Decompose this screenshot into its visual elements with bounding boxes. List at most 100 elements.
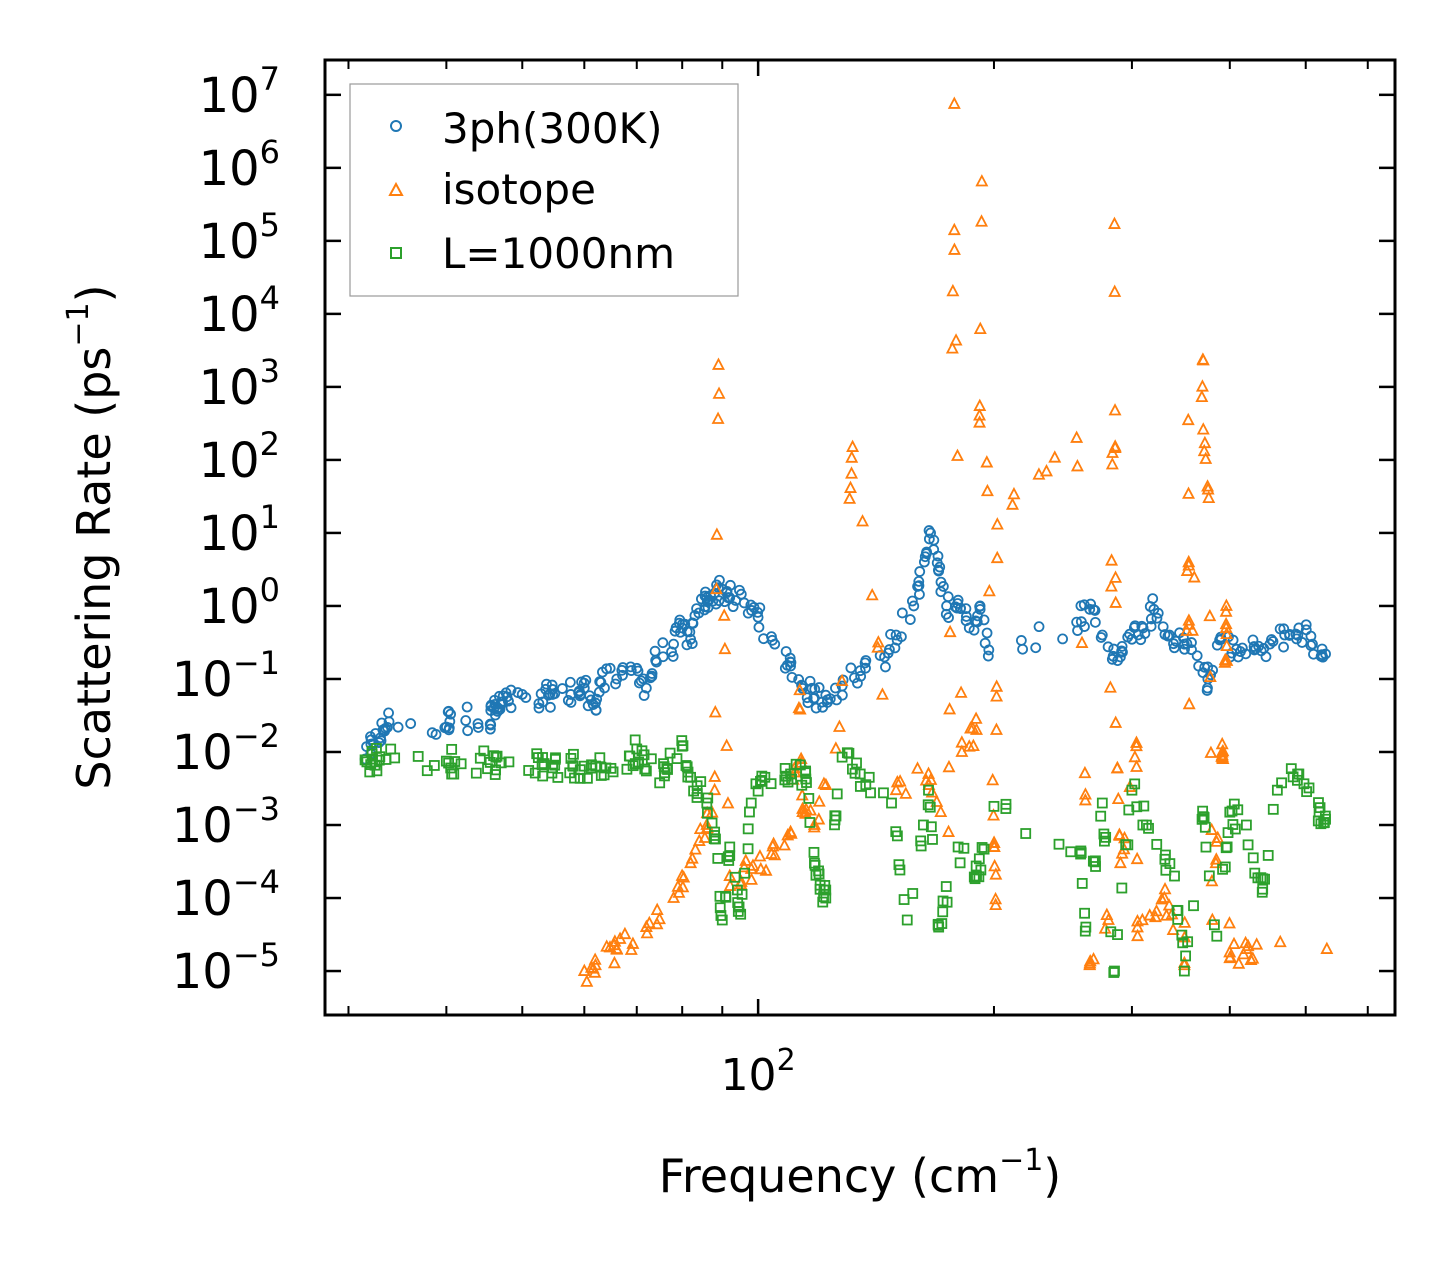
point-isotope bbox=[1210, 834, 1224, 847]
point-boundary bbox=[1087, 855, 1099, 867]
y-tick-label-base: 10 bbox=[199, 360, 260, 416]
y-tick-label: 103 bbox=[199, 352, 280, 416]
point-boundary bbox=[1169, 870, 1180, 882]
point-boundary bbox=[1129, 778, 1141, 790]
point-boundary bbox=[829, 810, 841, 822]
point-3ph bbox=[1255, 645, 1267, 657]
point-isotope bbox=[845, 450, 859, 463]
point-3ph bbox=[935, 586, 947, 598]
y-tick-label-exp: 1 bbox=[260, 498, 280, 536]
point-isotope bbox=[924, 772, 938, 785]
point-isotope bbox=[990, 679, 1004, 692]
point-isotope bbox=[1199, 451, 1213, 464]
point-isotope bbox=[1219, 604, 1233, 617]
point-isotope bbox=[1182, 617, 1196, 630]
point-isotope bbox=[1131, 928, 1145, 942]
point-isotope bbox=[893, 774, 907, 787]
point-isotope bbox=[943, 701, 957, 715]
point-boundary bbox=[1079, 907, 1090, 919]
point-isotope bbox=[1083, 955, 1097, 969]
point-3ph bbox=[1274, 623, 1286, 635]
point-isotope bbox=[720, 738, 734, 751]
point-3ph bbox=[564, 676, 576, 688]
point-3ph bbox=[512, 687, 524, 698]
point-isotope bbox=[1273, 934, 1287, 948]
point-3ph bbox=[677, 618, 688, 630]
point-3ph bbox=[1191, 650, 1203, 662]
point-3ph bbox=[801, 692, 813, 704]
point-isotope bbox=[973, 408, 987, 421]
point-boundary bbox=[636, 745, 648, 757]
point-boundary bbox=[750, 778, 762, 790]
point-boundary bbox=[688, 785, 700, 797]
point-3ph bbox=[1152, 607, 1164, 619]
y-tick-label: 107 bbox=[199, 60, 280, 124]
point-3ph bbox=[981, 627, 993, 639]
point-boundary bbox=[1096, 797, 1108, 809]
point-boundary bbox=[640, 765, 652, 777]
point-boundary bbox=[681, 761, 693, 773]
point-isotope bbox=[1130, 920, 1144, 933]
point-boundary bbox=[385, 743, 397, 755]
y-tick-label-exp: −2 bbox=[233, 717, 280, 755]
point-3ph bbox=[705, 590, 716, 602]
point-boundary bbox=[569, 772, 580, 784]
point-3ph bbox=[649, 645, 661, 657]
point-3ph bbox=[890, 629, 902, 641]
point-boundary bbox=[552, 772, 564, 783]
point-isotope bbox=[1075, 635, 1089, 648]
point-boundary bbox=[786, 773, 797, 785]
point-boundary bbox=[878, 787, 889, 799]
point-isotope bbox=[1250, 937, 1264, 950]
point-3ph bbox=[460, 715, 472, 726]
point-isotope bbox=[1219, 598, 1233, 611]
point-boundary bbox=[633, 756, 645, 768]
point-3ph bbox=[1267, 636, 1279, 647]
point-3ph bbox=[1030, 642, 1042, 654]
point-3ph bbox=[383, 707, 394, 719]
point-3ph bbox=[1168, 638, 1179, 650]
point-isotope bbox=[989, 891, 1003, 905]
point-3ph bbox=[906, 595, 918, 607]
point-3ph bbox=[505, 684, 517, 696]
point-boundary bbox=[1228, 798, 1240, 810]
y-tick-label: 101 bbox=[199, 498, 280, 562]
point-isotope bbox=[1107, 216, 1121, 229]
y-tick-label: 10−5 bbox=[172, 936, 280, 1000]
point-boundary bbox=[765, 778, 777, 790]
plot-frame bbox=[323, 58, 1397, 1017]
point-3ph bbox=[1112, 655, 1124, 666]
point-boundary bbox=[1065, 846, 1077, 858]
point-isotope bbox=[1203, 669, 1217, 683]
point-3ph bbox=[1015, 635, 1027, 646]
point-isotope bbox=[709, 581, 723, 595]
point-boundary bbox=[937, 906, 949, 918]
point-3ph bbox=[968, 624, 980, 636]
point-isotope bbox=[746, 858, 760, 871]
point-isotope bbox=[708, 782, 722, 796]
point-isotope bbox=[943, 624, 957, 638]
point-isotope bbox=[1209, 855, 1223, 869]
point-isotope bbox=[1246, 951, 1260, 964]
point-3ph bbox=[497, 696, 508, 708]
point-3ph bbox=[565, 696, 577, 708]
point-isotope bbox=[745, 872, 758, 885]
point-3ph bbox=[380, 722, 391, 734]
point-isotope bbox=[793, 702, 807, 715]
point-boundary bbox=[1100, 831, 1112, 843]
point-3ph bbox=[689, 610, 701, 621]
point-3ph bbox=[640, 682, 652, 694]
x-axis-ticks: 102 bbox=[347, 60, 1369, 1101]
point-isotope bbox=[947, 96, 961, 109]
point-boundary bbox=[600, 762, 612, 774]
point-boundary bbox=[745, 797, 757, 809]
point-3ph bbox=[849, 672, 860, 684]
point-boundary bbox=[662, 764, 673, 775]
point-boundary bbox=[790, 758, 802, 770]
x-axis-label-text: Frequency (cm bbox=[659, 1149, 999, 1203]
y-tick-label-exp: 5 bbox=[260, 206, 280, 244]
point-boundary bbox=[809, 859, 821, 871]
point-3ph bbox=[610, 678, 621, 690]
y-tick-label-base: 10 bbox=[172, 652, 233, 708]
point-3ph bbox=[681, 639, 693, 651]
